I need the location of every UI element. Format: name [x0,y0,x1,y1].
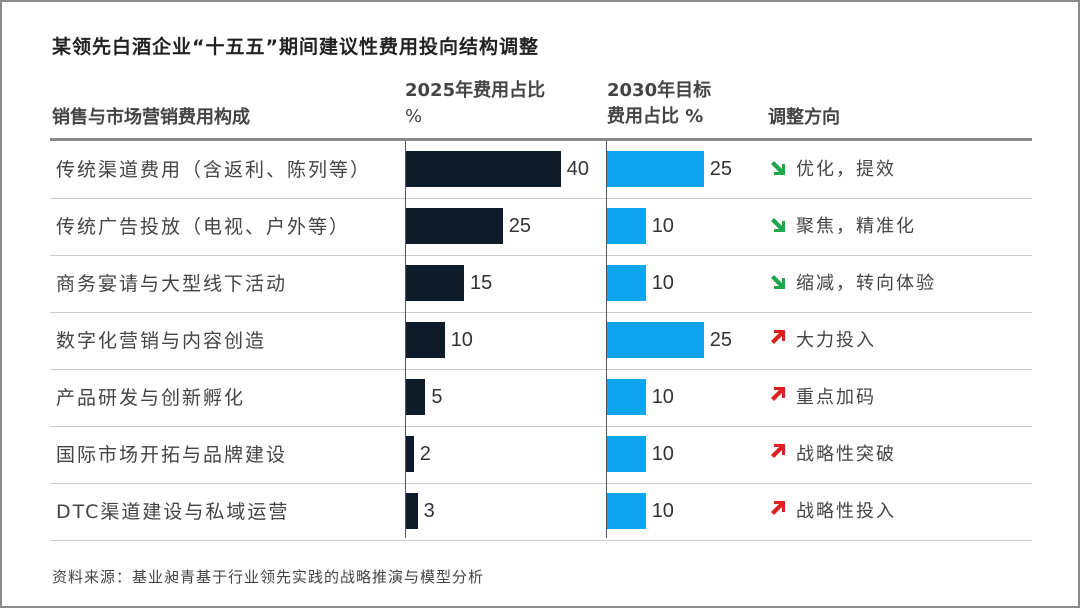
header-2030-line2: 费用占比 % [607,106,704,127]
row-direction: 战略性投入 [796,501,896,522]
table-row: 国际市场开拓与品牌建设 2 10 战略性突破 [50,426,1032,484]
table-row: 商务宴请与大型线下活动 15 10 缩减，转向体验 [50,255,1032,313]
chart-title: 某领先白酒企业“十五五”期间建议性费用投向结构调整 [52,36,539,58]
table-row: 产品研发与创新孵化 5 10 重点加码 [50,369,1032,427]
axis-2030 [606,141,607,538]
arrow-down-right-icon [768,272,786,290]
bar-2025 [406,322,445,358]
row-category: 传统渠道费用（含返利、陈列等） [56,159,372,181]
value-2025: 40 [566,158,590,180]
bar-2030 [607,322,704,358]
bar-2025 [406,265,465,301]
header-2025: 2025年费用占比 % [405,78,545,130]
bar-2030 [607,436,646,472]
value-2030: 10 [651,215,674,237]
value-2030: 10 [651,443,674,465]
row-category: DTC渠道建设与私域运营 [56,501,290,523]
arrow-up-right-icon [768,500,786,518]
row-category: 商务宴请与大型线下活动 [56,273,288,295]
bar-2025 [406,208,503,244]
arrow-up-right-icon [768,386,786,404]
row-direction: 战略性突破 [796,444,896,465]
table-row: 数字化营销与内容创造 10 25 大力投入 [50,312,1032,370]
bar-2025 [406,379,426,415]
bar-2030 [607,208,646,244]
row-direction: 优化，提效 [796,159,896,180]
value-2030: 25 [709,329,732,351]
table-row: DTC渠道建设与私域运营 3 10 战略性投入 [50,483,1032,541]
axis-2025 [405,141,406,538]
row-direction: 大力投入 [796,330,876,351]
row-category: 国际市场开拓与品牌建设 [56,444,288,466]
row-direction: 聚焦，精准化 [796,216,916,237]
header-2030-line1: 2030年目标 [607,80,712,101]
header-2030: 2030年目标 费用占比 % [607,78,711,130]
arrow-down-right-icon [768,215,786,233]
row-direction: 重点加码 [796,387,876,408]
value-2025: 5 [431,386,443,408]
arrow-down-right-icon [768,158,786,176]
header-2025-line1: 2025年费用占比 [405,80,546,101]
value-2025: 3 [423,500,435,522]
value-2030: 10 [651,386,674,408]
arrow-up-right-icon [768,329,786,347]
header-direction: 调整方向 [768,107,840,128]
bar-2025 [406,436,414,472]
table-row: 传统广告投放（电视、户外等） 25 10 聚焦，精准化 [50,198,1032,256]
bar-2030 [607,265,646,301]
row-category: 数字化营销与内容创造 [56,330,267,352]
row-direction: 缩减，转向体验 [796,273,936,294]
bar-2030 [607,493,646,529]
value-2025: 15 [470,272,493,294]
header-divider [50,138,1032,141]
header-2025-line2: % [405,106,423,127]
value-2025: 25 [508,215,531,237]
bar-2025 [406,151,561,187]
value-2030: 25 [709,158,732,180]
row-category: 传统广告投放（电视、户外等） [56,216,351,238]
value-2025: 2 [419,443,431,465]
table-row: 传统渠道费用（含返利、陈列等） 40 25 优化，提效 [50,141,1032,199]
row-category: 产品研发与创新孵化 [56,387,246,409]
value-2030: 10 [651,272,674,294]
bar-2025 [406,493,418,529]
bar-2030 [607,379,646,415]
bar-2030 [607,151,704,187]
source-note: 资料来源：基业昶青基于行业领先实践的战略推演与模型分析 [52,568,485,586]
arrow-up-right-icon [768,443,786,461]
value-2025: 10 [450,329,473,351]
value-2030: 10 [651,500,674,522]
header-category: 销售与市场营销费用构成 [52,107,250,128]
